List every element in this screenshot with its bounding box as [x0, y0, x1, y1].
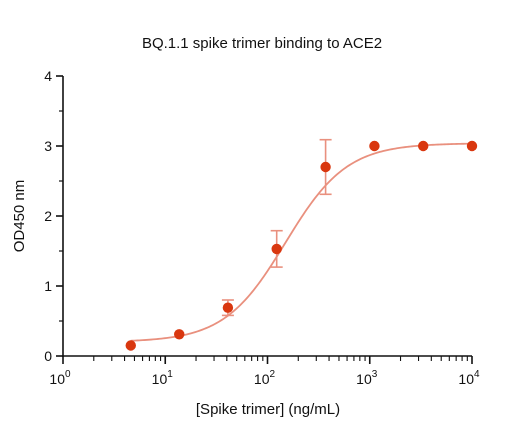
- data-point: [125, 340, 136, 351]
- data-point: [174, 329, 185, 340]
- y-tick-label: 3: [44, 138, 52, 154]
- chart-title: BQ.1.1 spike trimer binding to ACE2: [142, 35, 382, 52]
- x-tick-exponent: 1: [167, 369, 173, 380]
- x-axis-label: [Spike trimer] (ng/mL): [196, 401, 340, 418]
- x-tick-base: 10: [254, 371, 270, 387]
- x-tick-label: 101: [152, 369, 174, 387]
- fit-curve: [130, 142, 473, 342]
- data-point: [222, 302, 234, 313]
- points-layer: [125, 138, 478, 351]
- y-tick-label: 2: [44, 208, 52, 224]
- x-tick-exponent: 3: [372, 369, 378, 380]
- x-tick-exponent: 0: [65, 369, 71, 380]
- x-tick-exponent: 2: [270, 369, 276, 380]
- y-tick-label: 1: [44, 278, 52, 294]
- x-tick-base: 10: [152, 371, 168, 387]
- x-tick-label: 103: [356, 369, 378, 387]
- data-point: [271, 243, 282, 255]
- y-tick-label: 0: [44, 348, 52, 364]
- x-tick-base: 10: [356, 371, 372, 387]
- x-tick-label: 104: [458, 369, 480, 387]
- data-point: [369, 140, 380, 152]
- x-tick-label: 100: [49, 369, 71, 387]
- data-point: [418, 140, 429, 152]
- data-point: [466, 140, 478, 152]
- x-tick-exponent: 4: [474, 369, 480, 380]
- fit-layer: [130, 142, 473, 342]
- data-point: [320, 161, 331, 173]
- y-tick-label: 4: [44, 68, 52, 84]
- x-tick-base: 10: [458, 371, 474, 387]
- x-tick-label: 102: [254, 369, 276, 387]
- x-tick-base: 10: [49, 371, 65, 387]
- y-axis-label: OD450 nm: [11, 180, 28, 253]
